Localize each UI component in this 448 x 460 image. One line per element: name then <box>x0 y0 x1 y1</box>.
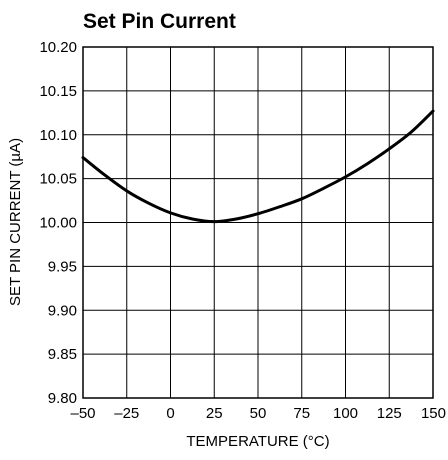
x-tick-label: 0 <box>166 405 174 422</box>
x-tick-label: 125 <box>377 405 402 422</box>
x-tick-label: 75 <box>293 405 310 422</box>
y-tick-label: 10.05 <box>39 171 77 188</box>
x-tick-label: 25 <box>206 405 223 422</box>
chart-title: Set Pin Current <box>83 10 236 33</box>
x-tick-label: –50 <box>70 405 95 422</box>
x-tick-label: 50 <box>250 405 267 422</box>
y-tick-label: 10.10 <box>39 127 77 144</box>
x-tick-labels: –50 –25 0 25 50 75 100 125 150 <box>70 405 446 422</box>
y-tick-label: 9.95 <box>48 258 77 275</box>
plot-frame <box>82 46 434 399</box>
y-tick-label: 9.90 <box>48 302 77 319</box>
y-tick-label: 10.00 <box>39 215 77 232</box>
y-tick-label: 9.80 <box>48 390 77 407</box>
y-tick-label: 10.15 <box>39 83 77 100</box>
y-tick-label: 10.20 <box>39 39 77 56</box>
y-axis-label: SET PIN CURRENT (µA) <box>7 138 24 306</box>
x-tick-label: –25 <box>114 405 139 422</box>
x-tick-label: 150 <box>421 405 446 422</box>
y-tick-labels: 10.20 10.15 10.10 10.05 10.00 9.95 9.90 9.85 9.8… <box>39 39 77 407</box>
x-axis-label: TEMPERATURE (°C) <box>186 433 329 450</box>
series-line <box>81 109 435 224</box>
y-tick-label: 9.85 <box>48 346 77 363</box>
x-tick-label: 100 <box>333 405 358 422</box>
grid-lines <box>83 47 433 398</box>
